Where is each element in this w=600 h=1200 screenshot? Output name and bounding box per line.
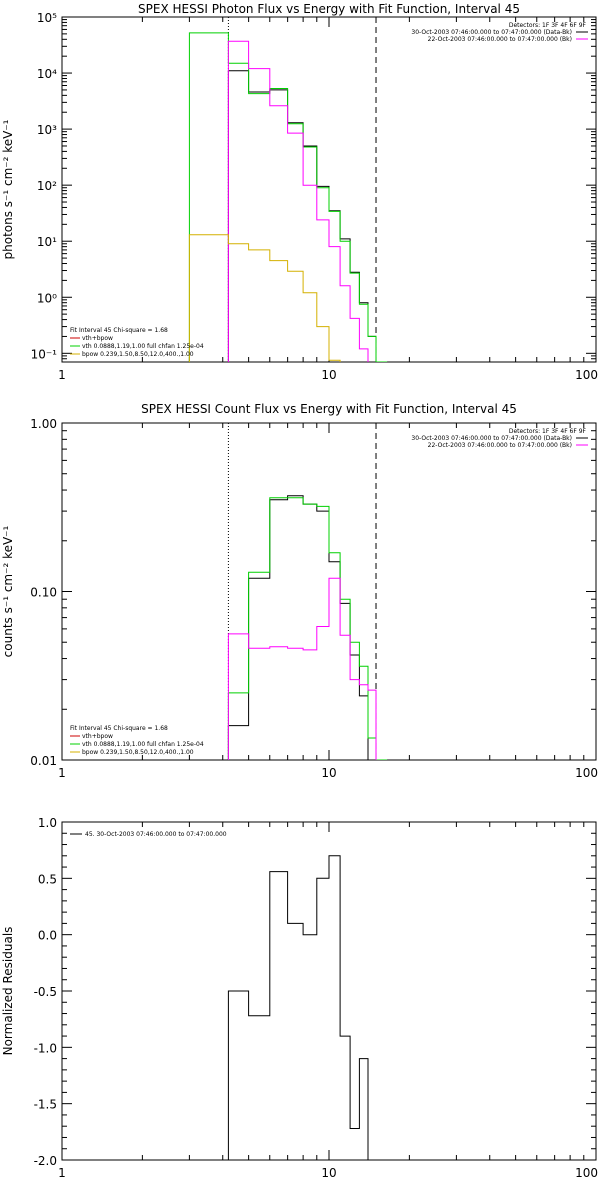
legend-item: bpow 0.239,1.50,8.50,12.0,400.,1.00 [82, 351, 194, 358]
chart-panel-2: SPEX HESSI Count Flux vs Energy with Fit… [1, 402, 598, 780]
y-tick-label: 0.01 [30, 754, 57, 768]
series-data-bk [227, 495, 369, 760]
series-45-30-oct-2003-07-46-00-000-to-07-47-00-000 [227, 855, 376, 1160]
series-vth [227, 497, 388, 760]
legend-item: bpow 0.239,1.50,8.50,12.0,400.,1.00 [82, 749, 194, 756]
series-bk [227, 40, 369, 362]
y-tick-label: 10⁻¹ [31, 347, 58, 361]
x-tick-label: 1 [58, 766, 66, 780]
legend-header: Fit Interval 45 Chi-square = 1.68 [70, 725, 168, 732]
y-tick-label: 0.10 [30, 586, 57, 600]
y-tick-label: 0.0 [38, 929, 57, 943]
detectors-label: Detectors: 1F 3F 4F 6F 9F [509, 428, 587, 435]
y-tick-label: -1.0 [34, 1041, 57, 1055]
x-tick-label: 100 [575, 766, 598, 780]
x-tick-label: 1 [58, 1166, 66, 1180]
x-tick-label: 100 [575, 1166, 598, 1180]
y-axis-label: Normalized Residuals [1, 927, 15, 1056]
x-tick-label: 100 [575, 368, 598, 382]
detectors-label: Detectors: 1F 3F 4F 6F 9F [509, 22, 587, 29]
y-tick-label: -2.0 [34, 1154, 57, 1168]
y-tick-label: 10¹ [37, 235, 57, 249]
legend-item: vth+bpow [82, 335, 113, 342]
chart-panel-1: SPEX HESSI Photon Flux vs Energy with Fi… [1, 2, 598, 382]
y-tick-label: 10² [37, 179, 57, 193]
y-tick-label: -0.5 [34, 985, 57, 999]
chart-title: SPEX HESSI Count Flux vs Energy with Fit… [141, 402, 517, 416]
legend-item: vth 0.0888,1.19,1.00 full chfan 1.25e-04 [82, 343, 204, 350]
legend-item: vth+bpow [82, 733, 113, 740]
y-tick-label: -1.5 [34, 1098, 57, 1112]
chart-panel-3: Normalized Residuals 1 10 100 1.0 0.5 0.0 -0.5 -… [1, 816, 598, 1180]
data-series [188, 32, 388, 362]
background-interval-label: 22-Oct-2003 07:46:00.000 to 07:47:00.000… [428, 442, 572, 449]
data-interval-label: 30-Oct-2003 07:46:00.000 to 07:47:00.000… [411, 435, 572, 442]
y-tick-label: 10⁴ [37, 67, 57, 81]
y-tick-label: 10⁵ [37, 11, 57, 25]
x-tick-label: 1 [58, 368, 66, 382]
x-tick-label: 10 [321, 766, 336, 780]
data-series [227, 495, 388, 760]
legend-header: Fit Interval 45 Chi-square = 1.68 [70, 327, 168, 334]
y-tick-label: 10⁰ [37, 291, 57, 305]
y-tick-label: 1.0 [38, 816, 57, 830]
series-vth [188, 32, 388, 362]
data-series [227, 855, 376, 1160]
legend-item: 45. 30-Oct-2003 07:46:00.000 to 07:47:00… [85, 831, 227, 838]
y-tick-label: 0.5 [38, 872, 57, 886]
y-axis-label: counts s⁻¹ cm⁻² keV⁻¹ [1, 525, 15, 657]
legend-item: vth 0.0888,1.19,1.00 full chfan 1.25e-04 [82, 741, 204, 748]
series-bpow [188, 234, 341, 362]
chart-title: SPEX HESSI Photon Flux vs Energy with Fi… [138, 2, 520, 16]
y-axis-label: photons s⁻¹ cm⁻² keV⁻¹ [1, 119, 15, 259]
data-interval-label: 30-Oct-2003 07:46:00.000 to 07:47:00.000… [411, 29, 572, 36]
background-interval-label: 22-Oct-2003 07:46:00.000 to 07:47:00.000… [428, 36, 572, 43]
series-bk [227, 577, 377, 760]
x-tick-label: 10 [321, 368, 336, 382]
y-tick-label: 10³ [37, 123, 57, 137]
x-tick-label: 10 [321, 1166, 336, 1180]
y-tick-label: 1.00 [30, 417, 57, 431]
series-data-bk [227, 70, 377, 362]
